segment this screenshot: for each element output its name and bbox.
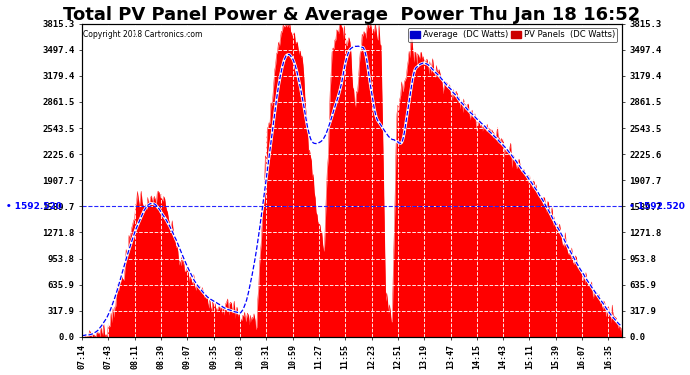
Text: • 1592.520: • 1592.520 <box>6 202 61 211</box>
Legend: Average  (DC Watts), PV Panels  (DC Watts): Average (DC Watts), PV Panels (DC Watts) <box>408 28 618 42</box>
Text: Copyright 2018 Cartronics.com: Copyright 2018 Cartronics.com <box>83 30 202 39</box>
Title: Total PV Panel Power & Average  Power Thu Jan 18 16:52: Total PV Panel Power & Average Power Thu… <box>63 6 640 24</box>
Text: • 1592.520: • 1592.520 <box>629 202 684 211</box>
